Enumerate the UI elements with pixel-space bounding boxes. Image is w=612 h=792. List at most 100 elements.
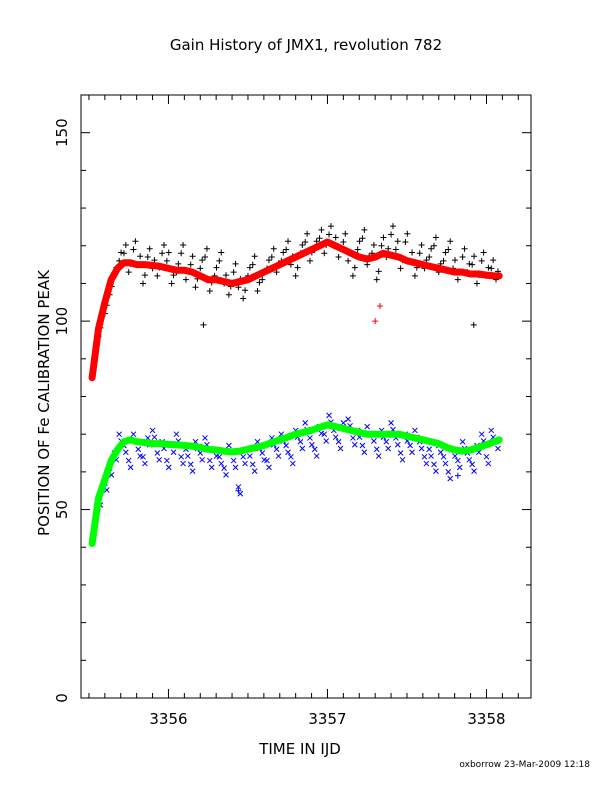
data-point-plus [354,246,361,253]
data-point-cross [407,442,414,449]
data-point-cross [264,457,270,464]
data-point-plus [445,246,452,253]
data-point-cross [394,441,401,448]
data-point-cross [426,446,433,453]
data-point-plus [108,457,115,464]
data-point-plus [159,250,166,257]
data-point-cross [135,446,142,453]
data-point-cross [397,450,404,456]
data-point-cross [466,456,473,463]
data-point-plus [249,261,256,268]
data-point-plus [260,269,267,276]
plot-frame [80,94,532,699]
data-point-plus [252,272,259,279]
data-point-cross [485,460,492,467]
data-point-plus [332,423,339,430]
data-point-plus [388,431,395,438]
data-point-plus [419,261,426,268]
data-point-cross [321,431,328,438]
data-point-plus [396,254,403,261]
data-point-plus [218,249,225,256]
fit-curve-3 [88,421,503,547]
data-point-plus [268,439,275,446]
data-point-plus [364,431,371,438]
data-point-plus [459,448,466,455]
data-point-plus [130,246,137,253]
data-point-cross [440,453,447,460]
data-point-cross [221,465,227,471]
data-point-plus [471,253,478,260]
data-point-plus [316,242,323,249]
data-point-plus [252,444,259,451]
data-point-plus [356,238,363,245]
data-point-plus [292,431,299,438]
data-point-cross [452,453,458,459]
data-point-plus [149,262,156,269]
data-point-cross [442,460,449,467]
data-point-plus [361,226,368,233]
data-point-plus [308,246,315,253]
data-point-cross [428,453,434,459]
data-point-plus [388,252,395,259]
data-point-plus [189,269,196,276]
data-point-cross [313,453,320,459]
data-point-plus [189,443,196,450]
data-point-plus [203,245,210,252]
data-point-plus [342,230,349,237]
data-point-cross [299,445,306,452]
data-point-plus [370,241,377,248]
data-point-plus [372,431,379,438]
data-point-cross [232,464,239,471]
data-point-plus [205,276,212,283]
data-point-plus [265,257,272,264]
data-point-plus [469,261,476,268]
data-point-plus [418,241,425,248]
data-point-plus [273,269,280,276]
data-point-plus [223,272,230,279]
data-point-plus [416,250,423,257]
data-point-plus [409,249,416,256]
data-point-plus [359,235,366,242]
x-tick-label: 3356 [149,710,187,728]
data-point-cross [383,438,390,445]
data-point-plus [340,238,347,245]
data-point-plus [292,272,299,279]
data-point-cross [478,431,485,438]
data-point-cross [371,438,377,444]
data-point-plus [475,271,482,278]
data-point-cross [409,449,415,456]
data-point-plus [237,278,244,285]
data-point-plus [229,448,236,455]
data-point-cross [307,435,313,441]
data-point-plus [376,303,383,310]
data-point-cross [332,434,339,441]
data-point-plus [467,271,474,278]
data-point-plus [299,241,306,248]
data-point-plus [187,261,194,268]
data-point-plus [230,269,237,276]
data-point-plus [284,434,291,441]
credit-stamp: oxborrow 23-Mar-2009 12:18 [459,760,590,770]
data-point-plus [467,447,474,454]
data-point-plus [256,279,263,286]
data-point-cross [283,442,289,449]
data-point-plus [133,261,140,268]
data-point-plus [268,254,275,261]
data-point-plus [451,269,458,276]
data-point-plus [447,238,454,245]
data-point-cross [154,450,161,456]
data-point-plus [237,448,244,455]
data-point-plus [118,249,125,256]
data-point-plus [316,424,323,431]
data-point-cross [361,449,368,456]
data-point-plus [225,291,232,298]
data-point-plus [375,268,382,275]
data-point-plus [442,249,449,256]
data-point-plus [373,276,380,283]
data-point-plus [114,265,121,272]
data-point-cross [285,449,291,456]
data-point-plus [470,321,477,328]
data-point-plus [351,264,358,271]
data-point-cross [178,453,185,460]
data-point-cross [149,427,156,434]
